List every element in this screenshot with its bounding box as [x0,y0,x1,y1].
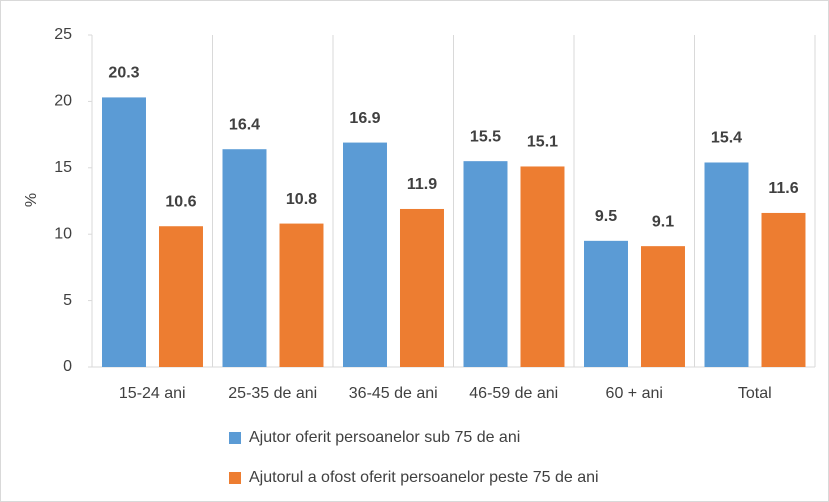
value-label: 16.4 [229,116,260,133]
bar [158,226,203,367]
bar [343,142,387,367]
legend-swatch [229,472,241,484]
x-tick-label: Total [738,385,772,402]
y-tick-label: 10 [54,225,72,242]
value-label: 9.5 [595,208,617,225]
y-tick-label: 25 [54,26,72,43]
bar [584,240,628,367]
legend-label: Ajutor oferit persoanelor sub 75 de ani [249,429,520,446]
bar [520,166,565,367]
value-label: 20.3 [108,65,139,82]
y-tick-label: 5 [63,292,72,309]
y-tick-label: 15 [54,159,72,176]
value-label: 15.5 [470,128,501,145]
legend-swatch [229,432,241,444]
value-label: 15.4 [711,130,742,147]
legend-label: Ajutorul a ofost oferit persoanelor pest… [249,469,599,486]
value-label: 11.9 [407,176,437,193]
x-tick-label: 36-45 de ani [349,385,438,402]
y-axis-label: % [23,193,40,207]
bar [222,149,267,367]
value-label: 10.6 [165,193,196,210]
x-tick-label: 25-35 de ani [228,385,317,402]
x-tick-label: 46-59 de ani [469,385,558,402]
bar [279,223,324,367]
value-label: 15.1 [527,134,558,151]
bar [463,161,508,367]
value-label: 16.9 [349,110,380,127]
bar [399,208,444,367]
value-label: 9.1 [652,213,674,230]
bar [704,162,749,367]
bar [761,212,806,367]
x-tick-label: 60 + ani [606,385,663,402]
bar [640,246,685,367]
value-label: 11.6 [768,180,798,197]
bar [102,97,146,367]
x-tick-label: 15-24 ani [119,385,186,402]
y-tick-label: 20 [54,93,72,110]
value-label: 10.8 [286,191,317,208]
y-tick-label: 0 [63,358,72,375]
